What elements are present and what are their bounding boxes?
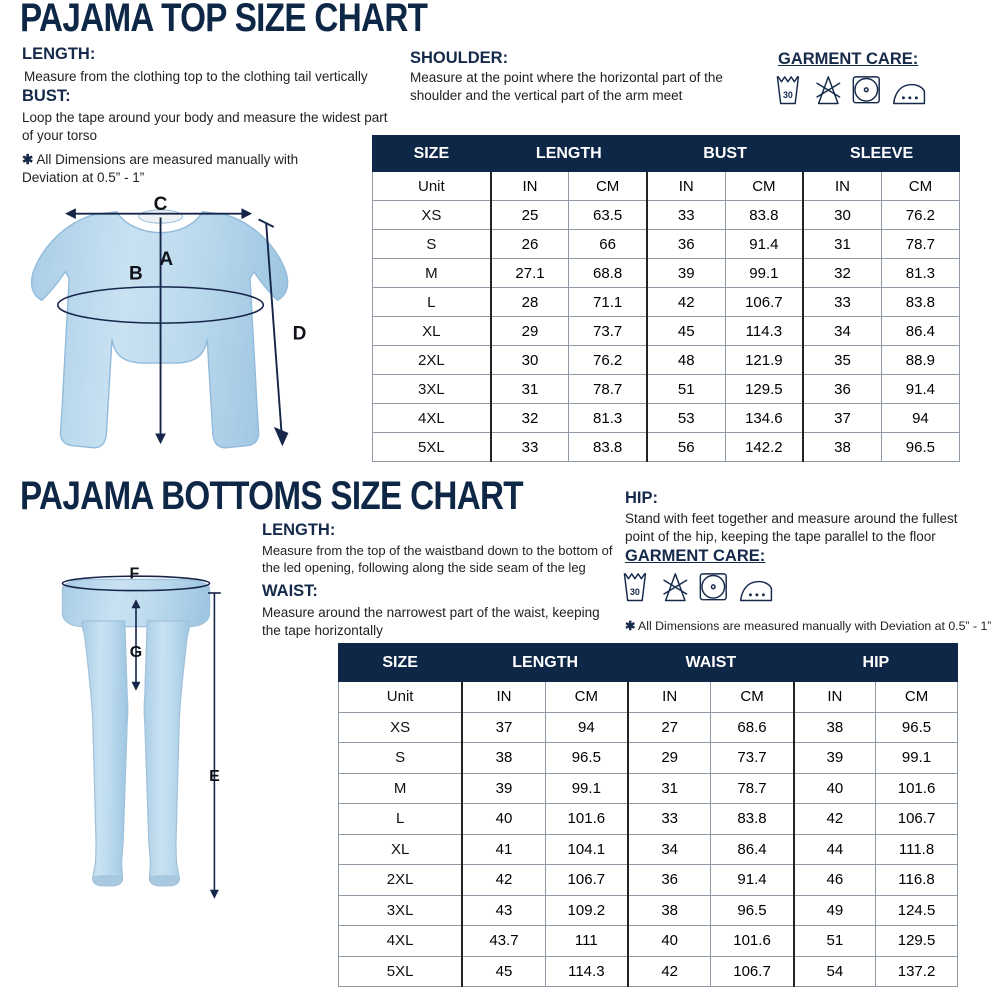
svg-text:A: A (159, 249, 173, 270)
svg-text:F: F (130, 566, 140, 583)
svg-text:D: D (293, 323, 307, 344)
svg-text:30: 30 (630, 587, 640, 597)
svg-text:C: C (154, 194, 168, 215)
svg-text:30: 30 (783, 90, 793, 100)
svg-text:B: B (129, 263, 143, 284)
svg-text:E: E (209, 768, 220, 785)
svg-text:G: G (130, 644, 142, 661)
